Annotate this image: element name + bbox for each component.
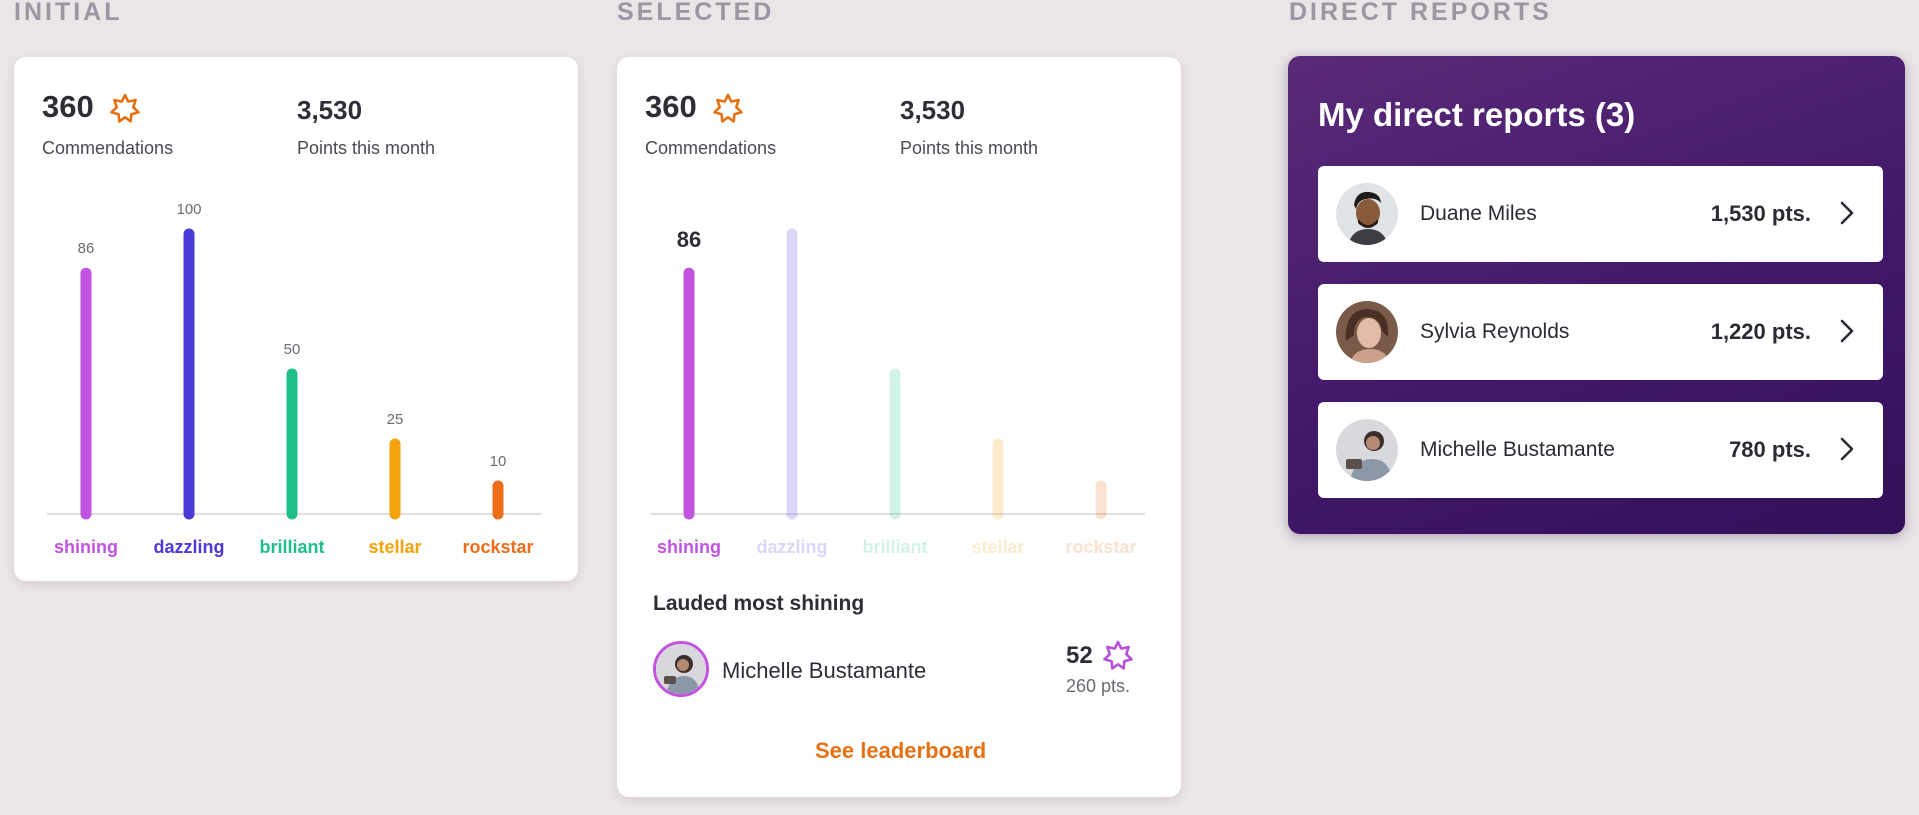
shining-star-icon: [1103, 640, 1133, 670]
points-label: Points this month: [297, 138, 436, 158]
commendation-star-icon: [713, 93, 743, 123]
value-label-dazzling: 100: [176, 201, 201, 218]
chevron-right-icon: [1840, 437, 1854, 461]
section-label-selected: SELECTED: [617, 0, 775, 26]
avatar: [1336, 301, 1398, 363]
report-name: Michelle Bustamante: [1420, 438, 1615, 461]
report-points: 780 pts.: [1729, 437, 1811, 462]
value-label-shining: 86: [677, 227, 701, 252]
commendations-card-initial: 360 Commendations 3,530 Points this mont…: [14, 57, 578, 581]
commendations-value: 360: [645, 89, 697, 124]
category-label-rockstar[interactable]: rockstar: [462, 537, 533, 557]
points-value: 3,530: [297, 95, 363, 125]
value-label-brilliant: 50: [284, 341, 301, 358]
avatar: [1336, 419, 1398, 481]
category-label-shining[interactable]: shining: [54, 537, 118, 557]
commendations-label: Commendations: [42, 138, 174, 158]
lauded-count: 52: [1066, 642, 1093, 669]
section-label-direct-reports: DIRECT REPORTS: [1289, 0, 1552, 26]
commendations-label: Commendations: [645, 138, 777, 158]
points-label: Points this month: [900, 138, 1039, 158]
report-points: 1,530 pts.: [1710, 201, 1811, 226]
category-label-dazzling[interactable]: dazzling: [757, 537, 828, 557]
lauded-person-name: Michelle Bustamante: [722, 658, 927, 683]
avatar: [1336, 183, 1398, 245]
category-label-dazzling[interactable]: dazzling: [154, 537, 225, 557]
category-label-shining[interactable]: shining: [657, 537, 721, 557]
report-name: Sylvia Reynolds: [1420, 320, 1570, 343]
see-leaderboard-link[interactable]: See leaderboard: [815, 738, 987, 763]
report-row-duane-miles[interactable]: Duane Miles 1,530 pts.: [1318, 166, 1883, 262]
commendations-card-selected: 360 Commendations 3,530 Points this mont…: [617, 57, 1181, 797]
lauded-points: 260 pts.: [1066, 676, 1131, 696]
bar-chart-initial: 86 shining 100 dazzling 50 brilliant 25 stellar…: [47, 201, 542, 557]
value-label-rockstar: 10: [490, 453, 507, 470]
lauded-title: Lauded most shining: [653, 592, 865, 615]
direct-reports-title: My direct reports (3): [1318, 96, 1636, 133]
category-label-stellar[interactable]: stellar: [971, 537, 1024, 557]
report-name: Duane Miles: [1420, 202, 1537, 225]
bar-chart-selected: 86 shining dazzling brilliant stellar rocksta…: [650, 227, 1145, 557]
commendation-star-icon: [110, 93, 140, 123]
report-row-sylvia-reynolds[interactable]: Sylvia Reynolds 1,220 pts.: [1318, 284, 1883, 380]
report-points: 1,220 pts.: [1710, 319, 1811, 344]
chevron-right-icon: [1840, 201, 1854, 225]
value-label-shining: 86: [78, 240, 95, 257]
value-label-stellar: 25: [387, 411, 404, 428]
category-label-brilliant[interactable]: brilliant: [259, 537, 324, 557]
report-row-michelle-bustamante[interactable]: Michelle Bustamante 780 pts.: [1318, 402, 1883, 498]
category-label-rockstar[interactable]: rockstar: [1065, 537, 1136, 557]
category-label-brilliant[interactable]: brilliant: [862, 537, 927, 557]
category-label-stellar[interactable]: stellar: [368, 537, 421, 557]
lauded-avatar[interactable]: [653, 641, 709, 697]
chevron-right-icon: [1840, 319, 1854, 343]
commendations-value: 360: [42, 89, 94, 124]
direct-reports-card: My direct reports (3) Duane Miles 1,530 …: [1288, 56, 1905, 534]
section-label-initial: INITIAL: [14, 0, 123, 26]
points-value: 3,530: [900, 95, 966, 125]
